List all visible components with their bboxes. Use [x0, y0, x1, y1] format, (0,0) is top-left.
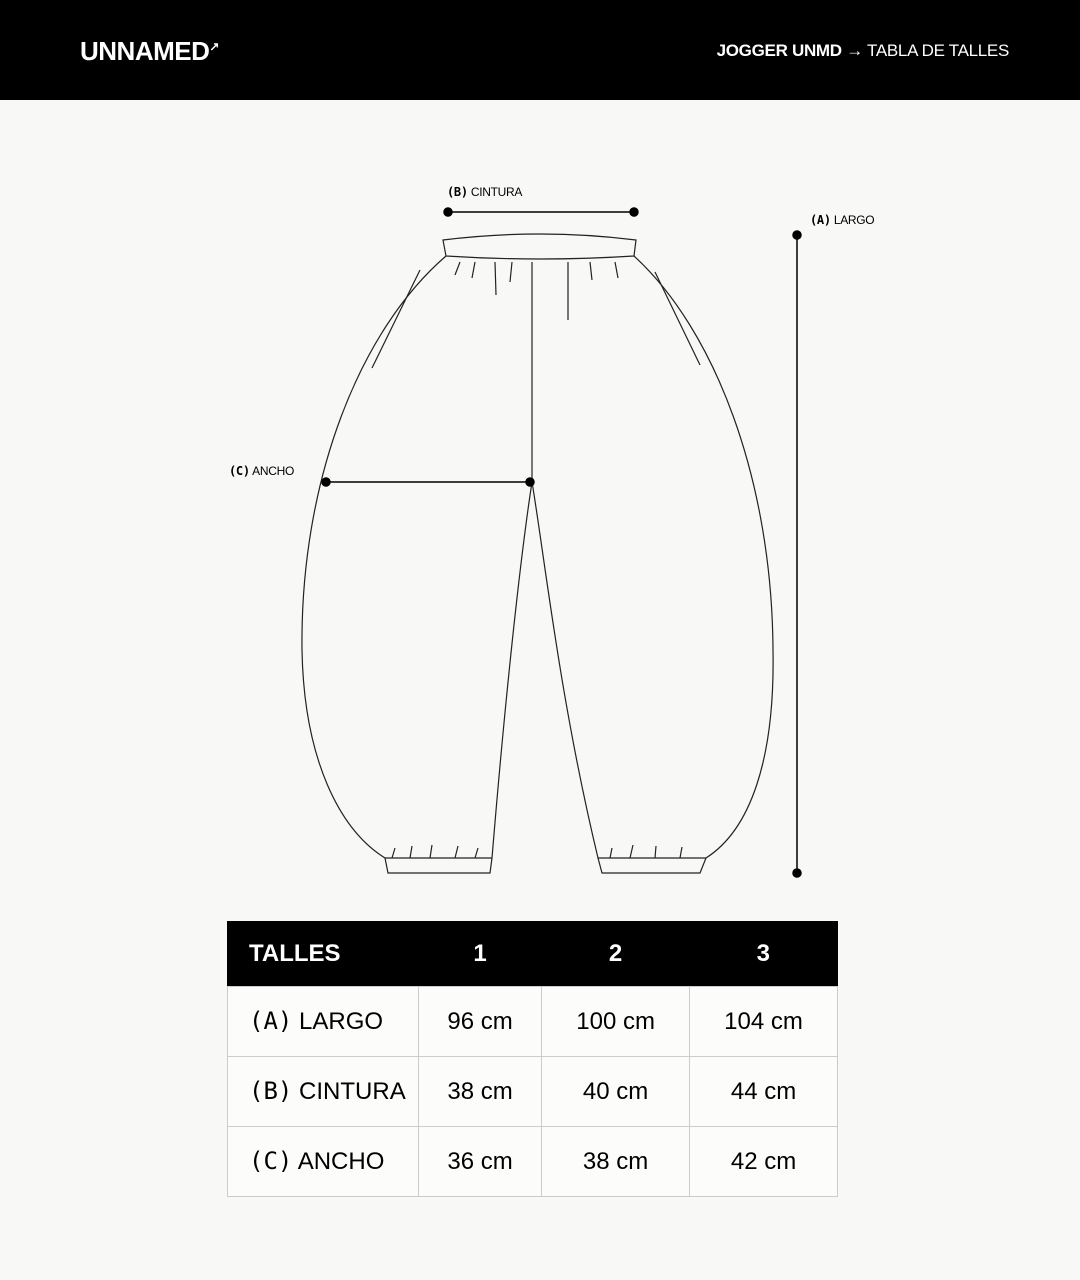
cell: 40 cm — [541, 1056, 691, 1127]
brand-logo[interactable]: UNNAMED↗ — [80, 36, 219, 67]
header-talles: TALLES — [227, 921, 419, 987]
cell: 38 cm — [417, 1056, 543, 1127]
table-row: (C) ANCHO 36 cm 38 cm 42 cm — [227, 1126, 838, 1197]
breadcrumb-product[interactable]: JOGGER UNMD — [716, 41, 842, 60]
cell: 42 cm — [689, 1126, 838, 1197]
arrow-right-icon: → — [846, 41, 863, 60]
cell: 36 cm — [417, 1126, 543, 1197]
row-label: (A) LARGO — [227, 986, 419, 1057]
header-size-2: 2 — [541, 921, 690, 987]
label-ancho: (C) ANCHO — [229, 464, 294, 478]
header-bar: UNNAMED↗ JOGGER UNMD → TABLA DE TALLES — [0, 0, 1080, 100]
logo-text: UNNAMED — [80, 36, 210, 66]
pants-outline — [301, 233, 774, 874]
cell: 96 cm — [417, 986, 543, 1057]
label-cintura: (B) CINTURA — [447, 185, 523, 199]
table-header-row: TALLES 1 2 3 — [227, 921, 838, 987]
breadcrumb: JOGGER UNMD → TABLA DE TALLES — [716, 41, 1010, 61]
size-table: TALLES 1 2 3 (A) LARGO 96 cm 100 cm 104 … — [227, 921, 838, 1197]
jogger-diagram — [301, 207, 802, 878]
cell: 100 cm — [541, 986, 691, 1057]
row-label: (C) ANCHO — [227, 1126, 419, 1197]
row-label: (B) CINTURA — [227, 1056, 419, 1127]
cell: 44 cm — [689, 1056, 838, 1127]
header-size-3: 3 — [689, 921, 838, 987]
label-largo: (A) LARGO — [810, 213, 875, 227]
cell: 104 cm — [689, 986, 838, 1057]
table-row: (A) LARGO 96 cm 100 cm 104 cm — [227, 986, 838, 1057]
header-size-1: 1 — [418, 921, 542, 987]
cell: 38 cm — [541, 1126, 691, 1197]
table-row: (B) CINTURA 38 cm 40 cm 44 cm — [227, 1056, 838, 1127]
breadcrumb-current: TABLA DE TALLES — [867, 41, 1009, 60]
measure-lines — [321, 207, 802, 878]
arrow-up-right-icon: ↗ — [209, 39, 219, 54]
